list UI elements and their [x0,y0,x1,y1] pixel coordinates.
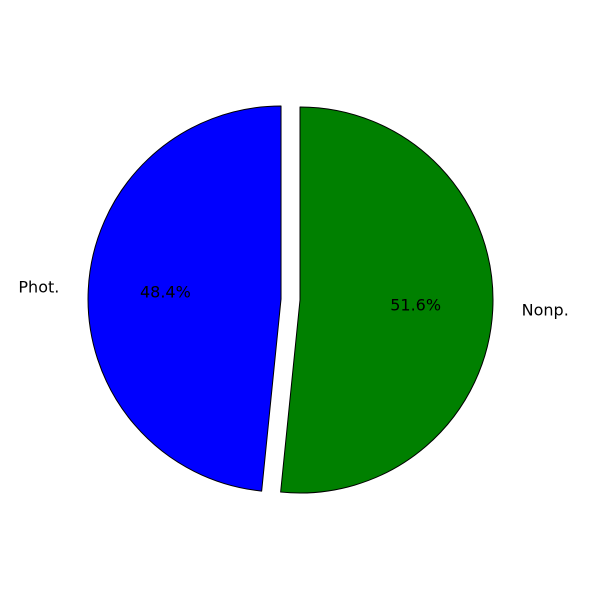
pie-slice-phot [87,105,282,492]
pie-category-label: Phot. [18,277,59,296]
pie-percent-label: 48.4% [140,283,191,302]
pie-percent-label: 51.6% [390,295,441,314]
pie-slices [87,105,494,494]
pie-labels: 48.4% Phot. 51.6% Nonp. [18,277,568,319]
pie-slice-nonp [280,106,494,494]
pie-category-label: Nonp. [522,301,569,320]
